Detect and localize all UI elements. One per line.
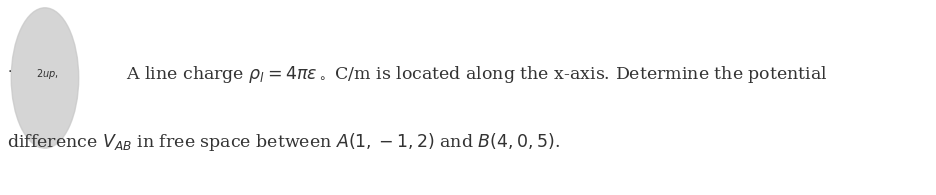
Text: difference $V_{AB}$ in free space between $A(1, -1, 2)$ and $B(4, 0, 5)$.: difference $V_{AB}$ in free space betwee…: [7, 131, 560, 153]
Text: $_{2up,}$: $_{2up,}$: [36, 67, 58, 82]
Ellipse shape: [11, 8, 79, 148]
Text: .: .: [7, 61, 12, 75]
Text: A line charge $\rho_l = 4\pi\epsilon_\circ$ C/m is located along the x-axis. Det: A line charge $\rho_l = 4\pi\epsilon_\ci…: [126, 64, 827, 85]
